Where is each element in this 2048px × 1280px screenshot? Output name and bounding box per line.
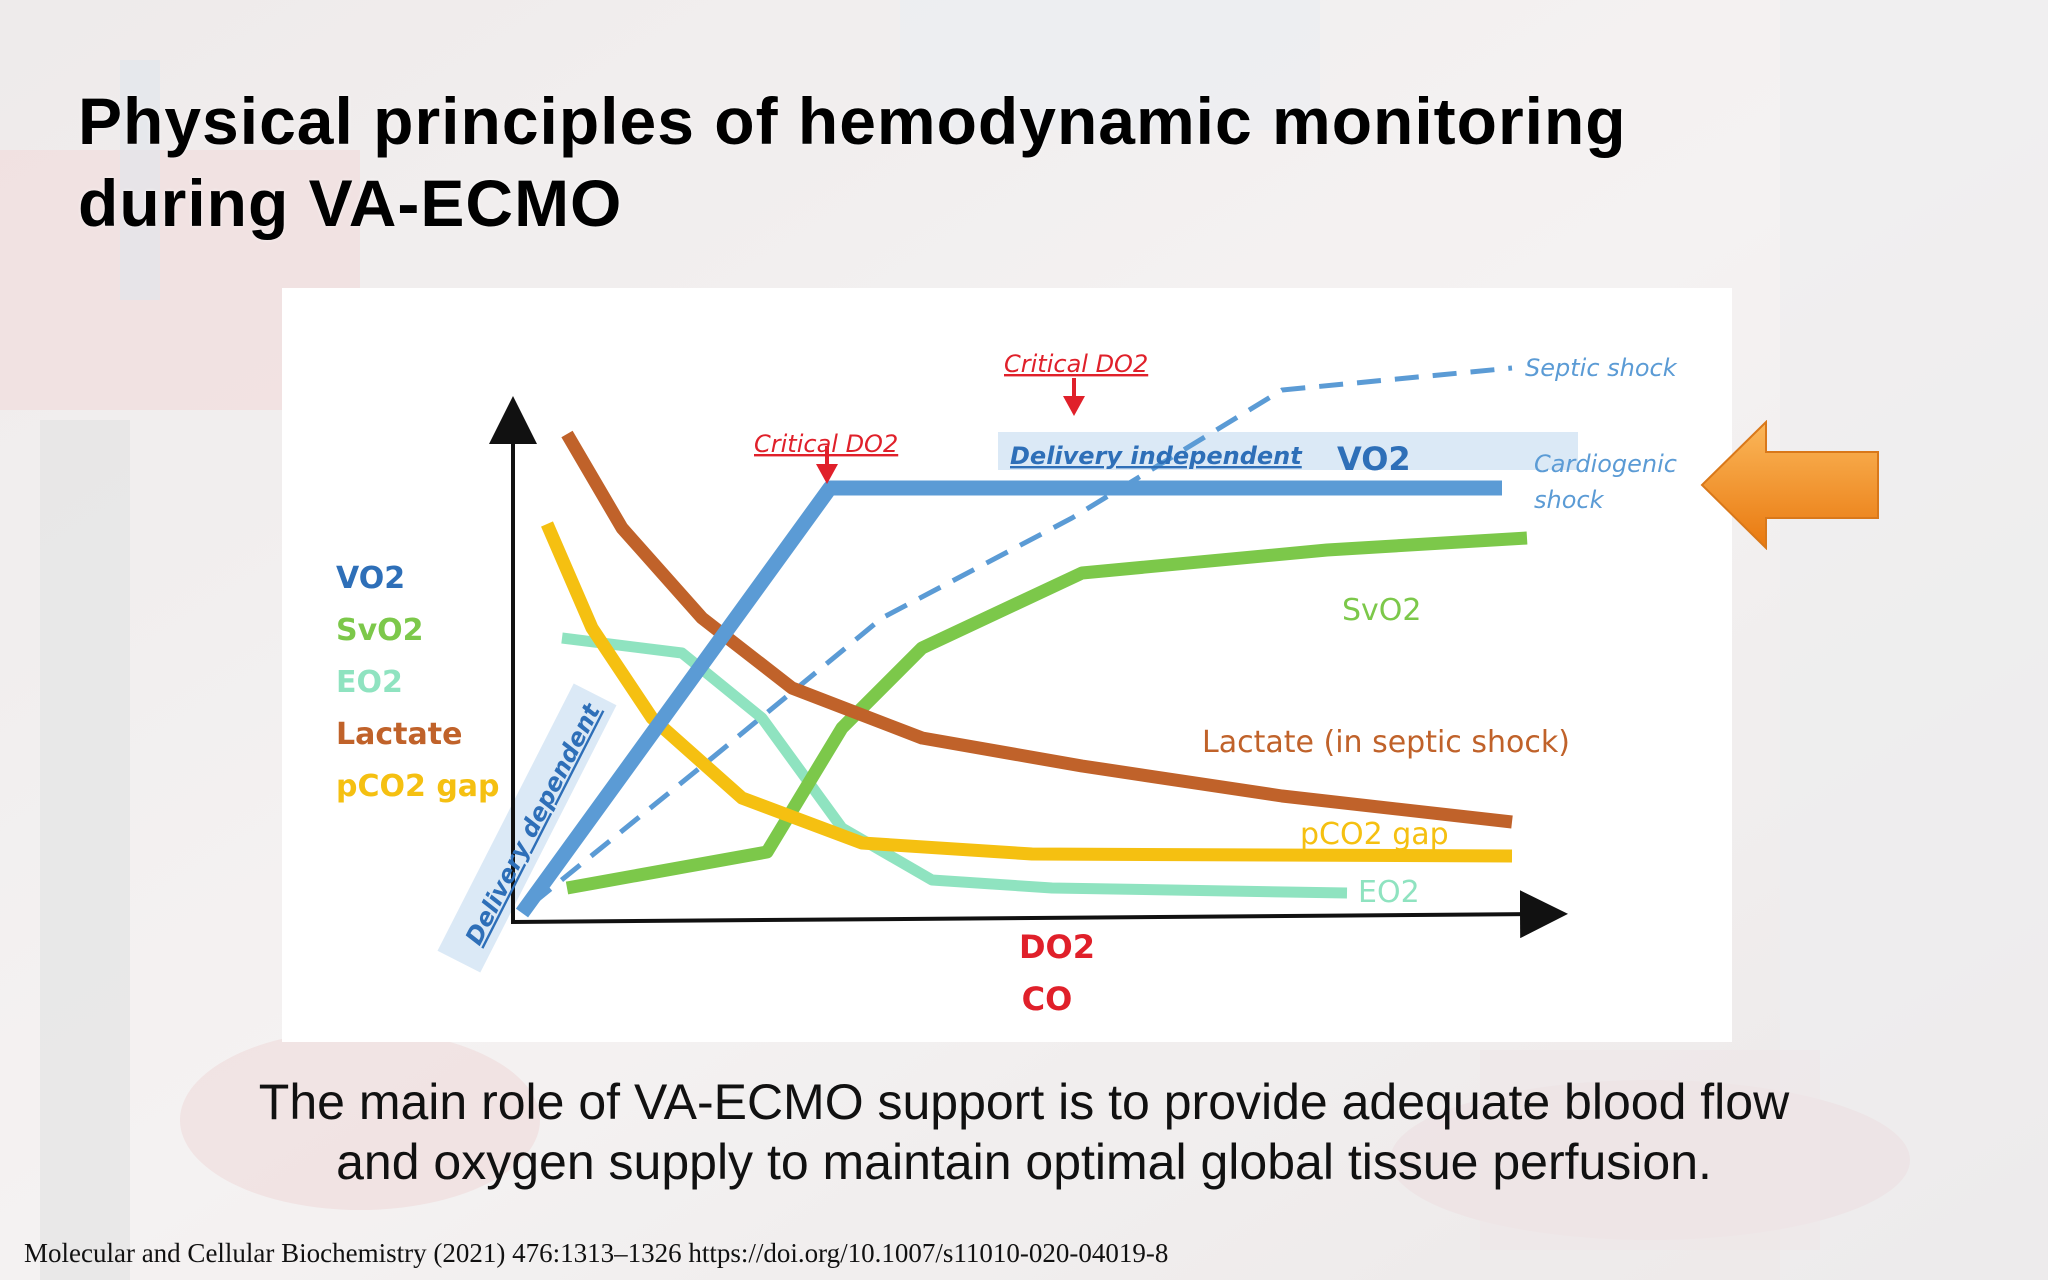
pco2-gap-curve <box>541 521 1513 863</box>
vo2-curve <box>515 480 1502 918</box>
svo2-curve <box>565 531 1528 895</box>
slide-title: Physical principles of hemodynamic monit… <box>78 80 1978 244</box>
critical-do2-arrow-lower <box>816 446 838 484</box>
delivery-independent-box <box>998 432 1578 470</box>
caption-line-2: and oxygen supply to maintain optimal gl… <box>336 1134 1712 1190</box>
x-axis <box>510 890 1568 939</box>
septic-shock-dashed-line <box>530 365 1513 906</box>
cardiogenic-label-1: Cardiogenic <box>1534 450 1677 478</box>
diagram-panel: Critical DO2 Critical DO2 Delivery indep… <box>282 288 1732 1042</box>
delivery-independent-label: Delivery independent <box>1010 442 1303 470</box>
hemodynamic-diagram: Critical DO2 Critical DO2 Delivery indep… <box>336 350 1678 1018</box>
x-axis-label-do2: DO2 <box>1019 928 1095 966</box>
title-line-1: Physical principles of hemodynamic monit… <box>78 84 1627 158</box>
septic-shock-label: Septic shock <box>1525 354 1678 382</box>
delivery-dependent-box <box>437 683 617 973</box>
orange-arrow-icon <box>1700 420 1879 550</box>
legend-vo2: VO2 <box>336 561 405 596</box>
critical-do2-arrow-upper <box>1063 378 1085 416</box>
pco2-curve-label: pCO2 gap <box>1300 817 1449 852</box>
legend-eo2: EO2 <box>336 665 403 700</box>
vo2-curve-label: VO2 <box>1337 440 1411 478</box>
legend-lactate: Lactate <box>336 717 462 752</box>
slide-caption: The main role of VA-ECMO support is to p… <box>0 1072 2048 1192</box>
title-line-2: during VA-ECMO <box>78 166 623 240</box>
x-axis-label-co: CO <box>1022 980 1073 1018</box>
lactate-curve <box>561 430 1513 829</box>
cardiogenic-label-2: shock <box>1534 486 1605 514</box>
legend-pco2-gap: pCO2 gap <box>336 769 500 804</box>
eo2-curve-label: EO2 <box>1358 875 1420 910</box>
svo2-curve-label: SvO2 <box>1342 593 1422 628</box>
critical-do2-upper-label: Critical DO2 <box>1004 350 1148 378</box>
caption-line-1: The main role of VA-ECMO support is to p… <box>258 1074 1790 1130</box>
eo2-curve <box>561 632 1348 899</box>
critical-do2-lower-label: Critical DO2 <box>754 430 898 458</box>
reference-citation: Molecular and Cellular Biochemistry (202… <box>24 1238 1169 1268</box>
lactate-curve-label: Lactate (in septic shock) <box>1202 725 1570 760</box>
legend-svo2: SvO2 <box>336 613 424 648</box>
